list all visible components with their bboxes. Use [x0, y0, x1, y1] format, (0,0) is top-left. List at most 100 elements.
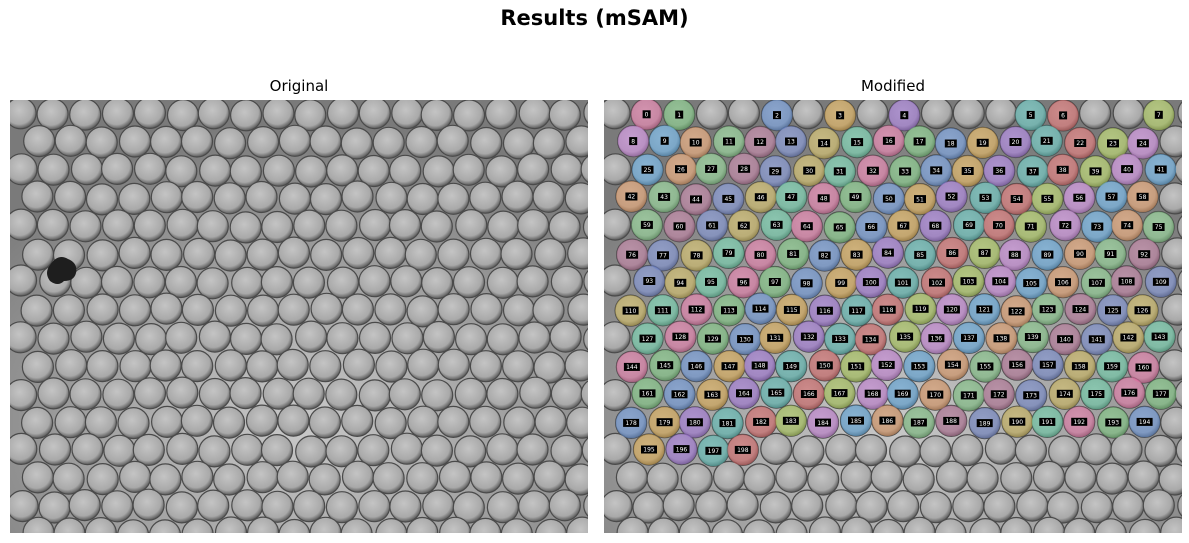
mask-label-box	[1091, 222, 1104, 231]
droplet-cell	[519, 376, 552, 409]
mask-label-box	[961, 333, 977, 342]
mask-label-box	[848, 416, 864, 425]
droplet-cell	[1127, 460, 1160, 493]
droplet-cell	[133, 266, 166, 299]
droplet-cell	[181, 518, 214, 533]
mask-label: 58	[1139, 194, 1147, 201]
droplet-cell	[582, 215, 588, 239]
mask-label: 175	[1091, 391, 1103, 398]
mask-label: 103	[963, 278, 975, 285]
mask-label: 185	[850, 418, 862, 425]
droplet-cell	[919, 491, 952, 524]
droplet-cell	[407, 348, 440, 381]
mask-label-box	[674, 278, 687, 287]
droplet-cell	[550, 265, 584, 298]
mask-label: 151	[850, 364, 862, 371]
mask-label-box	[738, 164, 751, 173]
droplet-cell	[1064, 461, 1097, 494]
mask-label-box	[943, 416, 960, 425]
droplet-cell	[197, 100, 230, 130]
droplet-cell	[647, 517, 680, 533]
droplet-cell	[68, 489, 101, 522]
mask-label: 68	[932, 223, 940, 230]
mask-label-box	[672, 332, 689, 341]
mask-label: 15	[853, 139, 861, 146]
droplet-cell	[887, 490, 920, 523]
mask-label: 97	[771, 279, 779, 286]
droplet-cell	[548, 100, 581, 131]
droplet-cell	[100, 265, 134, 298]
droplet-cell	[293, 209, 326, 242]
mask-label-box	[1136, 417, 1153, 426]
mask-label: 196	[676, 446, 688, 453]
mask-label: 153	[914, 363, 926, 370]
droplet-cell	[534, 405, 567, 438]
mask-label-box	[990, 390, 1007, 399]
mask-label: 84	[884, 250, 892, 257]
droplet-cell	[743, 463, 776, 496]
mask-label-box	[963, 221, 976, 229]
mask-label-box	[1041, 250, 1054, 259]
mask-label: 109	[1155, 279, 1167, 286]
mask-label-box	[976, 305, 993, 314]
mask-label: 117	[851, 308, 863, 315]
mask-label-box	[1104, 250, 1117, 258]
mask-label: 76	[628, 252, 636, 259]
mask-label: 32	[869, 168, 877, 175]
mask-label: 8	[631, 138, 635, 145]
mask-label: 69	[965, 222, 973, 229]
mask-label: 149	[785, 363, 797, 370]
mask-label-box	[1024, 222, 1037, 231]
droplet-cell	[1110, 433, 1143, 466]
droplet-cell	[133, 209, 166, 242]
droplet-cell	[564, 349, 588, 382]
droplet-cell	[1063, 517, 1096, 533]
droplet-cell	[889, 435, 922, 468]
mask-label: 133	[834, 336, 846, 343]
mask-label: 19	[979, 140, 987, 147]
droplet-cell	[604, 490, 633, 523]
droplet-cell	[150, 238, 183, 271]
mask-label: 57	[1108, 194, 1116, 201]
mask-label-box	[704, 390, 721, 399]
droplet-cell	[21, 180, 54, 213]
droplet-cell	[231, 489, 264, 522]
droplet-cell	[21, 406, 54, 439]
droplet-cell	[486, 266, 519, 299]
mask-label: 67	[899, 223, 907, 230]
droplet-cell	[86, 350, 119, 383]
mask-label-box	[1071, 417, 1088, 426]
droplet-cell	[214, 349, 247, 382]
mask-label: 139	[1027, 334, 1039, 341]
mask-label-box	[1055, 278, 1071, 287]
mask-label-box	[688, 362, 705, 371]
mask-label-box	[1024, 333, 1041, 341]
droplet-cell	[406, 462, 439, 495]
mask-label-box	[782, 416, 799, 425]
mask-label: 44	[692, 197, 700, 204]
mask-label: 87	[981, 250, 989, 257]
mask-label-box	[851, 138, 864, 147]
droplet-cell	[278, 518, 311, 533]
mask-label-box	[944, 139, 957, 148]
mask-label-box	[1136, 139, 1149, 148]
mask-label-box	[719, 419, 736, 428]
droplet-cell	[309, 350, 342, 383]
mask-label-box	[1135, 363, 1152, 372]
droplet-cell	[604, 432, 632, 465]
mask-label: 5	[1029, 112, 1033, 119]
droplet-cell	[920, 100, 954, 130]
droplet-cell	[501, 180, 534, 213]
droplet-cell	[422, 155, 455, 188]
droplet-cell	[532, 180, 565, 213]
mask-label: 127	[642, 336, 654, 343]
mask-label-box	[816, 306, 833, 315]
droplet-cell	[295, 155, 328, 188]
droplet-cell	[86, 463, 119, 496]
droplet-cell	[502, 462, 535, 495]
mask-label-box	[862, 278, 879, 287]
mask-label: 90	[1076, 251, 1084, 258]
droplet-cell	[149, 519, 181, 533]
droplet-cell	[500, 237, 533, 271]
droplet-cell	[454, 435, 487, 468]
